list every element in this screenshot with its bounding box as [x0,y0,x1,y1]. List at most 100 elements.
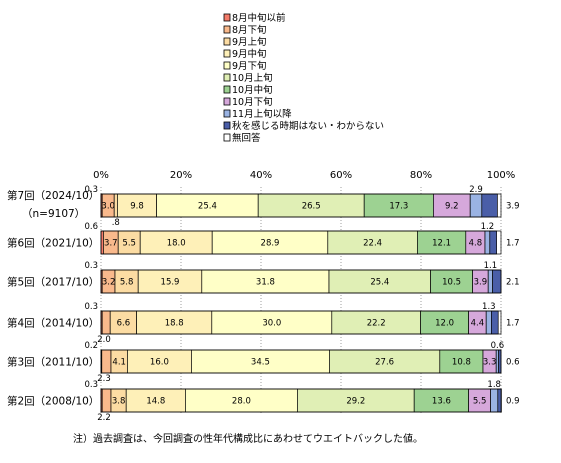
bar-segment-r0-s8 [469,193,483,218]
data-label-r3-s4: 30.0 [262,319,281,329]
legend-swatch-0 [223,13,231,22]
data-label-r0-s5: 26.5 [302,202,321,212]
data-label-r2-s9: 2.1 [506,278,520,288]
data-label-r0-s9: 3.9 [506,202,520,212]
bar-segment-r3-s9 [491,310,499,335]
data-label-r0-s7: 9.2 [445,202,459,212]
data-label-r4-s6: 10.8 [452,358,471,368]
data-label-r3-s3: 18.8 [165,319,184,329]
data-label-r3-s1: 2.0 [97,335,111,345]
data-label-r1-s3: 18.0 [167,239,186,249]
data-label-r4-s3: 16.0 [150,358,169,368]
legend-swatch-2 [223,37,231,46]
category-label-4: 第3回（2011/10） [7,356,99,369]
data-label-r4-s1: 2.3 [97,374,111,384]
category-sublabel-0: （n=9107） [22,208,85,220]
legend-label-6: 10月中旬 [232,84,273,96]
bar-segment-r2-s9 [492,269,502,294]
tick-label-80: 80% [410,170,432,181]
data-label-r0-s0: 0.3 [84,185,98,195]
data-label-r0-s3: 9.8 [130,202,144,212]
data-label-r4-s8: 0.6 [491,341,505,351]
data-label-r2-s3: 15.9 [161,278,180,288]
data-label-r1-s7: 4.8 [469,239,483,249]
data-label-r5-s1: 2.2 [97,413,111,423]
bar-segment-r4-s9 [498,349,502,374]
legend-label-9: 秋を感じる時期はない・わからない [232,120,384,132]
data-label-r1-s0: 0.6 [84,222,98,232]
data-label-r2-s6: 10.5 [442,278,461,288]
tick-label-60: 60% [330,170,352,181]
data-label-r0-s4: 25.4 [198,202,217,212]
data-label-r5-s2: 3.8 [112,397,126,407]
x-axis-ticks: 0% 20% 40% 60% 80% 100% [93,170,515,181]
data-label-r3-s9: 1.7 [506,319,520,329]
bar-segment-r1-s9 [489,230,497,255]
category-labels: 第7回（2024/10） （n=9107） 第6回（2021/10） 第5回（2017… [7,189,99,408]
legend-label-1: 8月下旬 [232,24,267,36]
chart-bars: 0.33.0.89.8 25.4 26.5 17.3 9.22.93.90.63.7 5.… [84,185,519,423]
chart-gridlines [100,187,502,415]
legend-swatch-8 [223,109,231,118]
legend-label-10: 無回答 [232,132,261,144]
data-label-r5-s6: 13.6 [432,397,451,407]
legend-swatch-9 [223,121,231,130]
data-label-r0-s6: 17.3 [389,202,408,212]
bar-outline-r0 [100,193,502,218]
legend-label-8: 11月上旬以降 [232,108,292,120]
bar-outline-r2 [100,269,502,294]
legend-label-4: 9月下旬 [232,60,267,72]
data-label-r3-s5: 22.2 [367,319,386,329]
category-label-1: 第6回（2021/10） [7,237,99,250]
bar-outline-r1 [100,230,502,255]
data-label-r4-s0: 0.2 [84,341,98,351]
data-label-r4-s4: 34.5 [251,358,270,368]
bar-segment-r3-s8 [485,310,492,335]
bar-segment-r1-s8 [484,230,491,255]
data-label-r1-s4: 28.9 [261,239,280,249]
data-label-r2-s8: 1.1 [484,261,498,271]
legend-label-2: 9月上旬 [232,36,267,48]
data-label-r2-s5: 25.4 [370,278,389,288]
data-label-r1-s5: 22.4 [363,239,382,249]
category-label-0: 第7回（2024/10） [7,189,99,202]
legend-swatch-7 [223,97,231,106]
legend-label-7: 10月下旬 [232,96,273,108]
data-label-r5-s8: 1.8 [487,380,501,390]
data-label-r1-s1: 3.7 [104,239,118,249]
chart-legend: 8月中旬以前8月下旬9月上旬9月中旬9月下旬10月上旬10月中旬10月下旬11月… [223,12,384,144]
bar-segment-r5-s1 [101,388,112,413]
bar-segment-r4-s1 [101,349,112,374]
data-label-r5-s7: 5.5 [473,397,487,407]
data-label-r5-s3: 14.8 [146,397,165,407]
data-label-r0-s2: .8 [112,218,120,228]
tick-label-0: 0% [93,170,109,181]
data-label-r2-s0: 0.3 [84,261,98,271]
data-label-r0-s8: 2.9 [469,185,483,195]
data-label-r3-s2: 6.6 [117,319,131,329]
tick-label-20: 20% [170,170,192,181]
category-label-5: 第2回（2008/10） [7,395,99,408]
data-label-r1-s6: 12.1 [432,239,451,249]
data-label-r4-s2: 4.1 [112,358,126,368]
footnote: 注）過去調査は、今回調査の性年代構成比にあわせてウエイトバックした値。 [73,432,423,445]
bar-outline-r4 [100,349,502,374]
data-label-r1-s2: 5.5 [122,239,136,249]
bar-segment-r5-s8 [490,388,499,413]
legend-swatch-6 [223,85,231,94]
data-label-r4-s5: 27.6 [375,358,394,368]
legend-swatch-5 [223,73,231,82]
data-label-r1-s9: 1.7 [506,239,520,249]
legend-label-5: 10月上旬 [232,72,273,84]
bar-segment-r0-s9 [481,193,498,218]
tick-label-40: 40% [250,170,272,181]
legend-label-0: 8月中旬以前 [232,12,286,24]
data-label-r2-s1: 3.2 [102,278,116,288]
data-label-r3-s6: 12.0 [435,319,454,329]
category-label-3: 第4回（2014/10） [7,317,99,330]
bar-segment-r3-s1 [101,310,111,335]
data-label-r3-s8: 1.3 [482,302,496,312]
legend-swatch-10 [223,133,231,142]
data-label-r5-s4: 28.0 [232,397,251,407]
